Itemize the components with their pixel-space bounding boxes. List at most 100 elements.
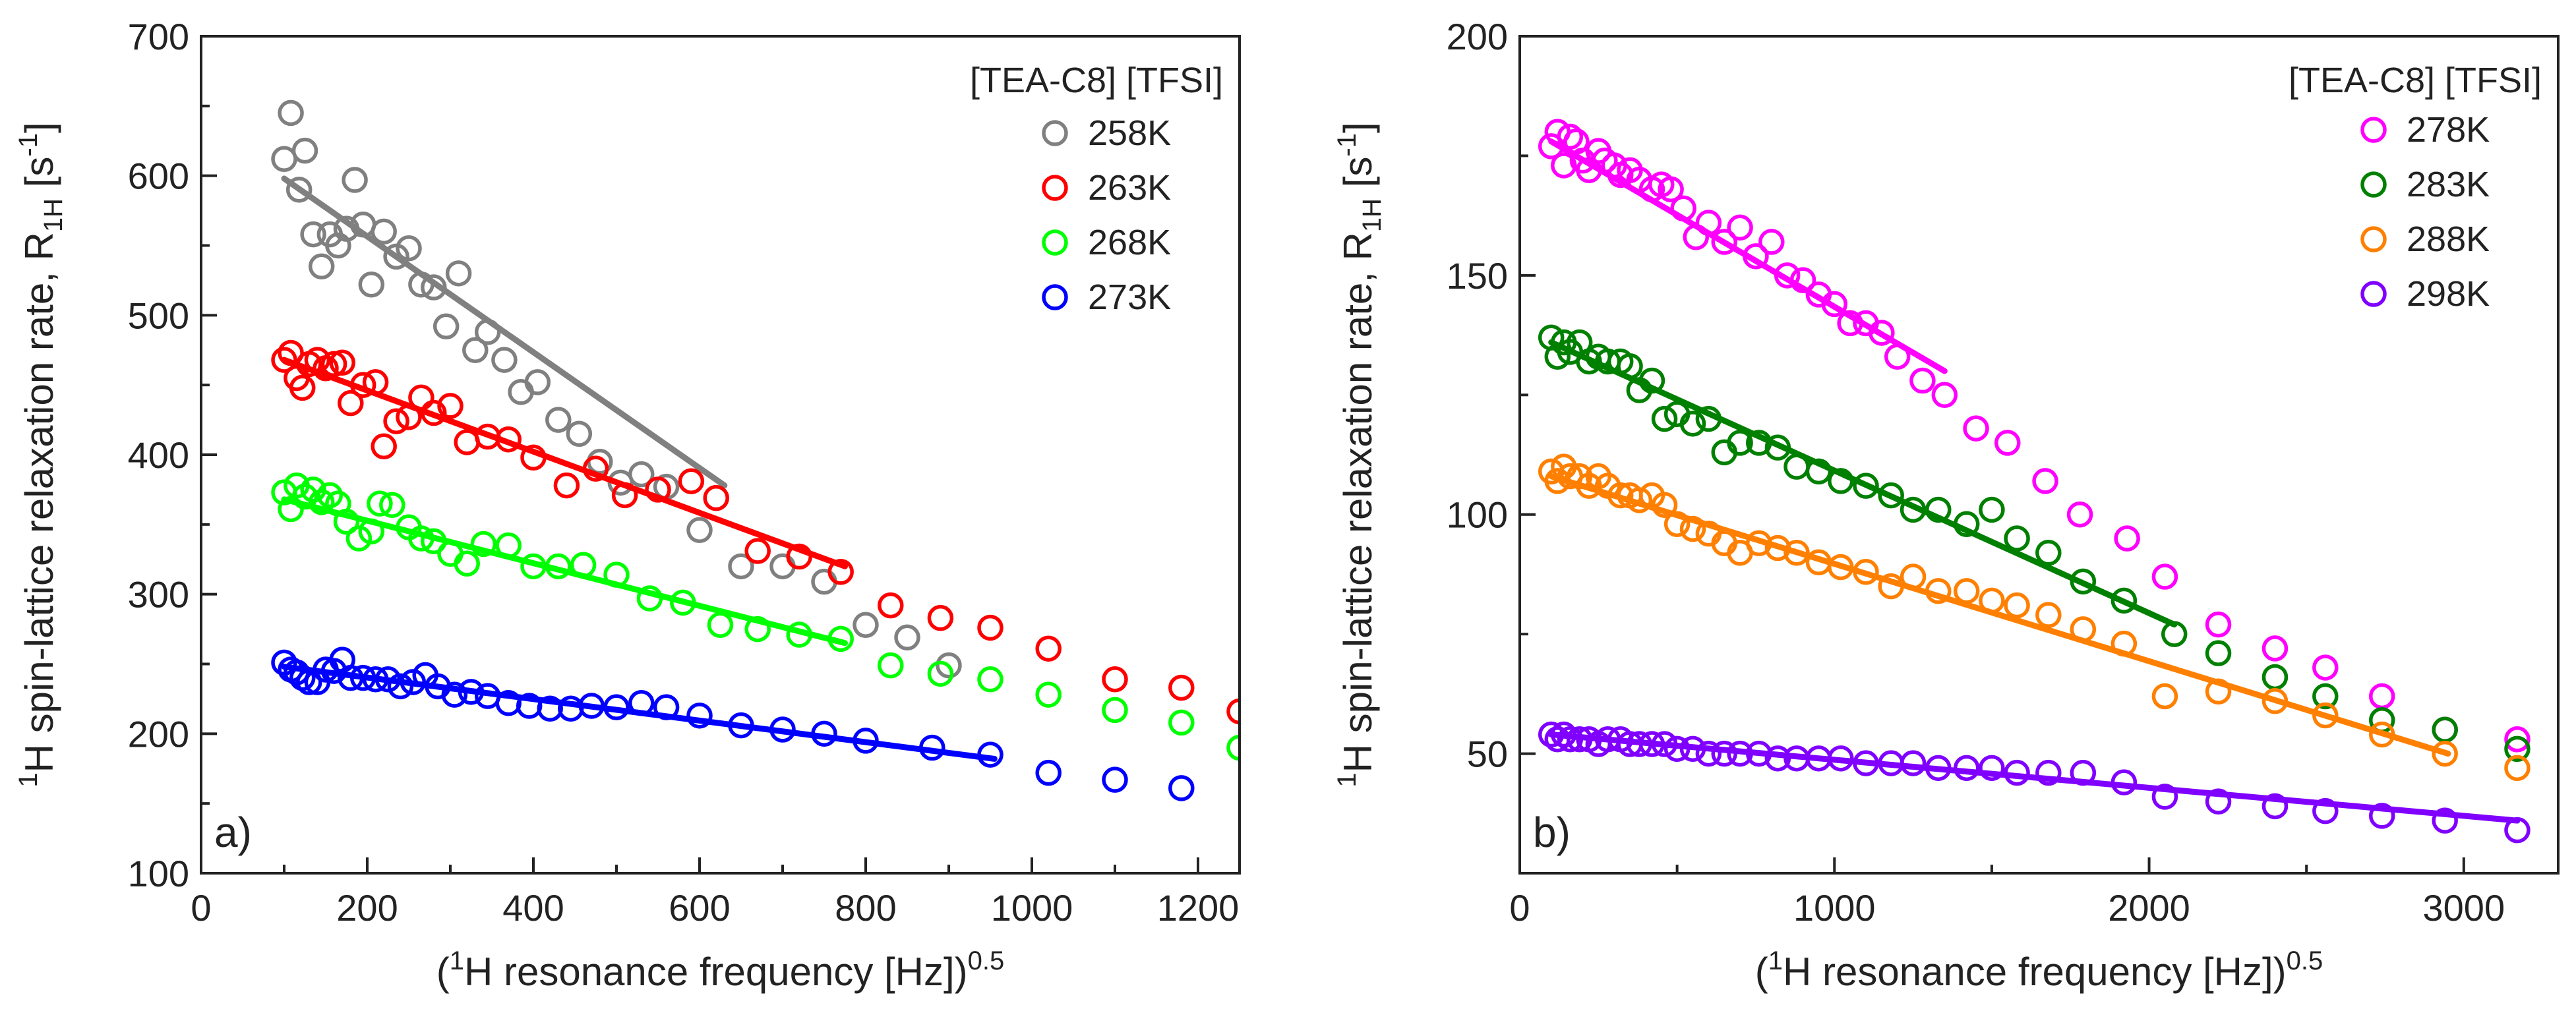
panel-b-series-278K-fit-line (1548, 138, 1948, 374)
panel-a-series-263K-point (495, 426, 522, 453)
panel-b-series-288K-point (1663, 511, 1691, 537)
panel-b-series-278K-point (2114, 525, 2140, 552)
panel-a-y-axis-label-sup: -1 (14, 133, 43, 157)
panel-a-series-263K-point (349, 372, 376, 398)
panel-b-series-298K-point (1745, 740, 1772, 767)
panel-b-series-298K-point (1979, 755, 2005, 782)
panel-b-series-278K-point (1758, 229, 1785, 255)
panel-a-legend-marker-273K (1042, 284, 1068, 310)
panel-b-series-278K-point (1658, 176, 1684, 202)
panel-a-series-263K-point (338, 389, 364, 417)
panel-b-x-axis-label: (1H resonance frequency [Hz])0.5 (1755, 946, 2323, 994)
panel-b-series-278K-point (1551, 152, 1577, 179)
panel-a-series-258K-point (285, 177, 313, 203)
panel-b-series-298K-point (1638, 731, 1665, 757)
panel-a-series-268K-point (470, 531, 497, 558)
panel-a-series-268K-point (367, 490, 393, 517)
panel-b-series-288K-point (2151, 683, 2178, 710)
panel-b-series-298K-point (1828, 745, 1854, 772)
panel-b-series-283K-point (1925, 496, 1952, 523)
panel-b-series-298K-point (1853, 750, 1879, 776)
panel-a-series-263K-point (520, 444, 547, 471)
panel-a-series-268K-point (670, 589, 696, 616)
panel-a-series-263K-point (371, 433, 397, 460)
panel-a-series-268K-point (1168, 709, 1195, 736)
panel-b-series-298K-point (1557, 726, 1584, 753)
panel-a-series-268K-point (421, 528, 447, 554)
panel-a-x-axis-label-part: ( (436, 950, 450, 994)
panel-a-y-axis-label-part: [s (17, 157, 61, 198)
panel-b-series-288K-point (2312, 702, 2339, 729)
panel-a-series-258K-point (278, 100, 304, 127)
panel-a-series-258K-point (853, 612, 879, 638)
panel-b-legend: [TEA-C8] [TFSI] 278K 283K 288K 298K (2289, 61, 2542, 314)
panel-b-series-278K-point (1994, 430, 2021, 456)
panel-a-series-258K-point (333, 216, 360, 242)
panel-b-series-288K-point (2004, 592, 2030, 619)
panel-b-series-298K-point (2312, 797, 2339, 824)
panel-b-y-axis-label: 1H spin-lattice relaxation rate, R1H [s-… (1333, 122, 1387, 787)
panel-b-x-tick-label: 2000 (2108, 887, 2190, 929)
panel-a-series-268K-point (333, 508, 360, 535)
panel-b-series-288K-point (1607, 482, 1634, 509)
panel-a-x-tick-label: 1000 (991, 887, 1073, 929)
panel-b-series-278K-point (1837, 310, 1863, 337)
panel-a-series-263K-point (611, 482, 638, 509)
panel-b-series-278K-point (1821, 291, 1848, 318)
panel-a-series-263K-point (703, 484, 729, 511)
panel-a-series-263K-point (786, 543, 812, 570)
panel-b-legend-label-288K: 288K (2407, 219, 2490, 259)
panel-b-series-298K-point (2111, 769, 2138, 795)
panel-b-series-278K-point (1727, 214, 1753, 241)
panel-a-series-273K-point (919, 734, 945, 761)
panel-b-series-288K-point (1900, 563, 1927, 590)
panel-a-series-263K-point (977, 614, 1003, 641)
panel-a-series-263K-point (329, 349, 355, 376)
panel-a-x-tick-label: 400 (502, 887, 564, 929)
panel-b-series-283K-point (1638, 367, 1665, 394)
panel-a-series-263K-point (1226, 698, 1240, 725)
panel-b-legend-marker-283K (2360, 171, 2387, 198)
panel-b-series-288K-point (1828, 554, 1854, 581)
panel-a-series-263K-point (1035, 635, 1062, 662)
panel-b-series-278K-point (2066, 501, 2093, 528)
panel-a-series-268K-point (545, 553, 572, 580)
panel-a-series-273K-point (603, 694, 630, 720)
panel-a-chart: 0 200 400 600 800 1000 1200 100 200 300 400 500 600 7… (14, 16, 1241, 994)
panel-b-series-278K-point (1931, 382, 1958, 409)
panel-b-series-288K-point (1979, 587, 2005, 614)
panel-a-series-263K-point (362, 369, 389, 395)
panel-a-series-268K-point (786, 621, 812, 648)
panel-a-x-tick-label: 800 (835, 887, 896, 929)
panel-b-y-axis-label-part: H spin-lattice relaxation rate, R (1336, 232, 1380, 772)
panel-b-series-283K-point (2111, 587, 2138, 614)
panel-a-series-268K-point (454, 550, 480, 577)
panel-a-series-263K-point (553, 472, 580, 499)
panel-a-series-273K-point (686, 703, 713, 729)
panel-b-series-288K-point (2504, 755, 2531, 782)
panel-b-series-278K-point (1884, 343, 1911, 370)
panel-b-series-283K-point (1878, 482, 1904, 509)
panel-a-series-268K-point (827, 625, 854, 652)
panel-a-series-258K-point (421, 274, 447, 301)
panel-b-series-288K-point (1953, 578, 1980, 604)
panel-b-series-283K-fit-line (1548, 339, 2178, 628)
panel-a-series-258K-point (491, 347, 518, 373)
panel-a-series-273K-point (1035, 759, 1062, 786)
panel-b-series-283K-point (1617, 353, 1643, 380)
panel-a-series-268K-point (316, 482, 344, 509)
panel-a-series-268K-point (636, 585, 663, 612)
panel-b-x-axis-label-sup: 0.5 (2287, 946, 2323, 975)
panel-a-series-263K-point (278, 339, 304, 366)
panel-a-series-263K-point (289, 374, 316, 401)
panel-b-series-298K-point (1727, 740, 1753, 767)
panel-b-series-283K-point (2161, 621, 2188, 647)
panel-b-series-283K-point (1695, 405, 1722, 432)
panel-b-legend-label-298K: 298K (2407, 274, 2490, 314)
panel-b-series-283K-point (1979, 496, 2005, 523)
panel-b-x-tick-label: 0 (1509, 887, 1530, 929)
panel-a-series-258K-point (291, 137, 318, 164)
panel-b-series-298K-point (2151, 784, 2178, 810)
panel-a-series-263K-point (927, 604, 954, 631)
